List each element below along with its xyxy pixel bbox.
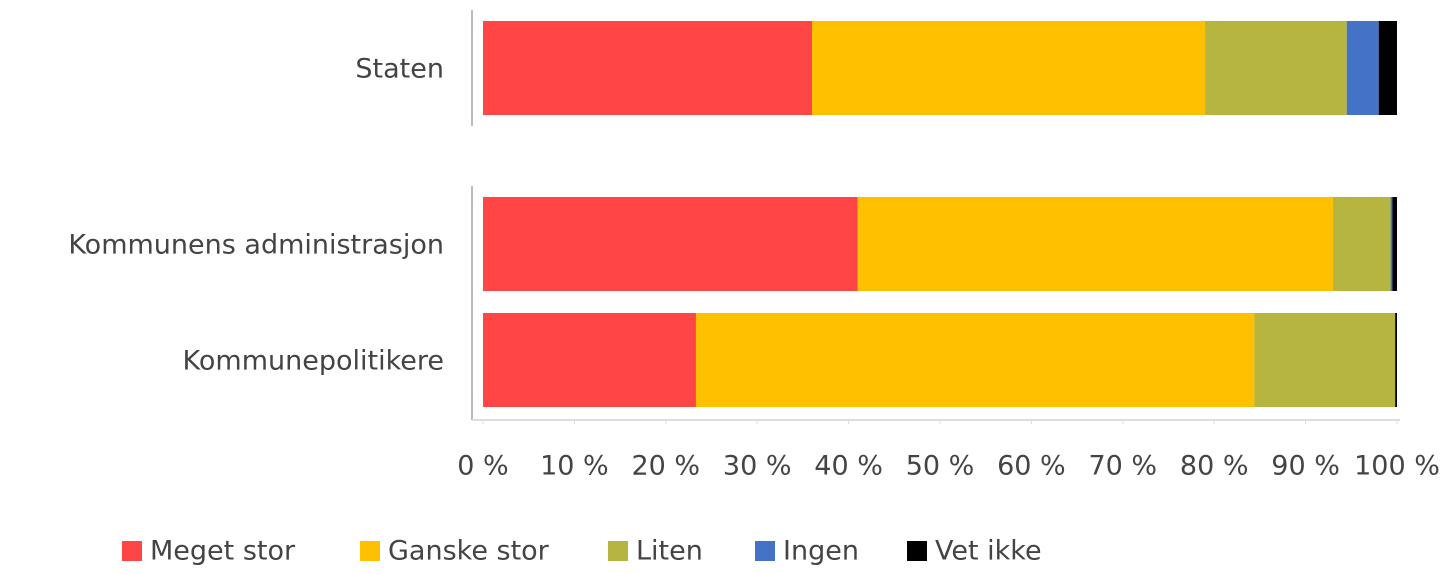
- legend-label: Meget stor: [150, 536, 296, 567]
- legend-label: Liten: [636, 536, 703, 567]
- x-tick-label: 80 %: [1180, 451, 1249, 482]
- y-tick-label: Kommunens administrasjon: [68, 230, 444, 261]
- bar-segment: [483, 313, 696, 407]
- x-tick-label: 60 %: [997, 451, 1066, 482]
- legend-swatch: [755, 541, 775, 561]
- x-tick-label: 100 %: [1354, 451, 1440, 482]
- bar-segment: [1333, 197, 1391, 291]
- bar-segment: [1346, 21, 1379, 115]
- bar-segment: [1205, 21, 1347, 115]
- x-tick-label: 10 %: [540, 451, 609, 482]
- bar-segment: [1378, 21, 1397, 115]
- x-tick-label: 20 %: [631, 451, 700, 482]
- bar-segment: [1390, 197, 1393, 291]
- legend-label: Ingen: [783, 536, 859, 567]
- bar-segment: [1395, 313, 1397, 407]
- bar-segment: [695, 313, 1255, 407]
- legend-label: Vet ikke: [935, 536, 1042, 567]
- legend-swatch: [360, 541, 380, 561]
- bar-segment: [1392, 197, 1397, 291]
- bar-segment: [483, 197, 858, 291]
- x-tick-label: 0 %: [457, 451, 508, 482]
- legend-swatch: [122, 541, 142, 561]
- bar-segment: [483, 21, 813, 115]
- bar-segment: [1254, 313, 1396, 407]
- legend-label: Ganske stor: [388, 536, 550, 567]
- x-tick-label: 40 %: [814, 451, 883, 482]
- x-tick-label: 50 %: [906, 451, 975, 482]
- legend-swatch: [608, 541, 628, 561]
- x-tick-label: 90 %: [1271, 451, 1340, 482]
- legend-swatch: [907, 541, 927, 561]
- bar-segment: [857, 197, 1334, 291]
- y-tick-label: Staten: [355, 54, 444, 85]
- x-tick-label: 70 %: [1088, 451, 1157, 482]
- x-tick-label: 30 %: [723, 451, 792, 482]
- y-tick-label: Kommunepolitikere: [183, 346, 444, 377]
- bar-segment: [812, 21, 1206, 115]
